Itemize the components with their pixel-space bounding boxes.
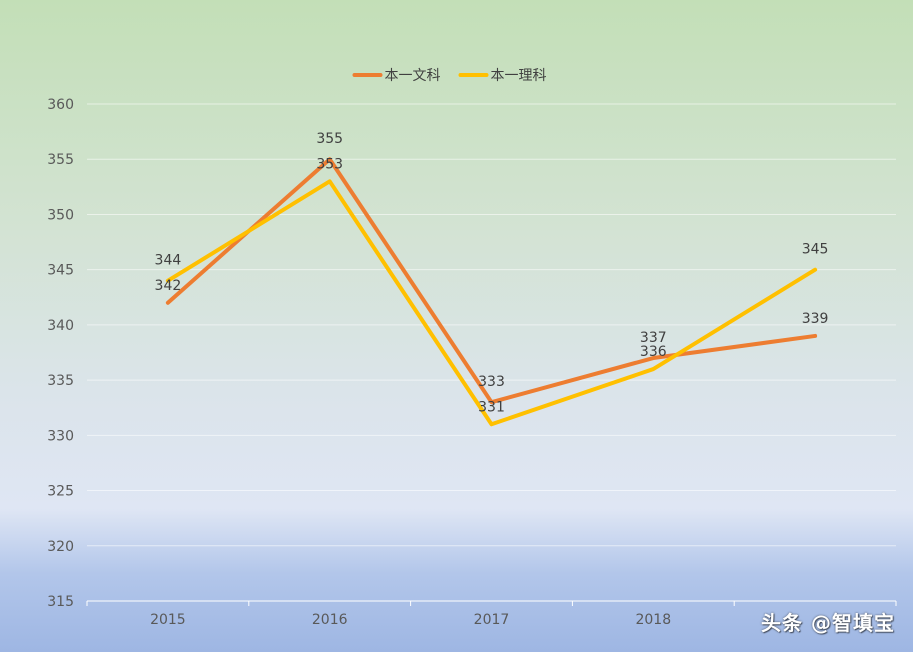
legend-label-1: 本一理科 [491,68,547,84]
y-tick-label-330: 330 [47,428,74,444]
data-label-s1-3: 336 [640,344,667,360]
data-label-s1-4: 345 [802,242,829,258]
y-tick-label-360: 360 [47,97,74,113]
data-label-s0-1: 355 [316,131,343,147]
data-label-s0-4: 339 [802,311,829,327]
y-tick-label-340: 340 [47,318,74,334]
data-label-s0-3: 337 [640,330,667,346]
y-tick-label-325: 325 [47,484,74,500]
y-tick-label-345: 345 [47,263,74,279]
y-tick-label-315: 315 [47,594,74,610]
x-tick-label-2016: 2016 [312,612,348,628]
y-tick-label-320: 320 [47,539,74,555]
legend-label-0: 本一文科 [385,68,441,84]
series-line-0 [165,157,818,405]
data-label-s1-0: 344 [155,253,182,269]
series-lines [165,157,818,427]
y-tick-label-355: 355 [47,152,74,168]
data-label-s1-1: 353 [316,156,343,172]
data-label-s0-0: 342 [155,278,182,294]
y-tick-label-335: 335 [47,373,74,389]
data-label-s1-2: 331 [478,399,505,415]
x-tick-label-2015: 2015 [150,612,186,628]
gridlines [87,103,896,547]
y-tick-label-350: 350 [47,207,74,223]
legend: 本一文科 本一理科 [352,68,547,84]
data-label-s0-2: 333 [478,374,505,390]
watermark-text: 头条 @智填宝 [761,611,895,635]
x-tick-label-2018: 2018 [635,612,671,628]
axes: 315 320 325 330 335 340 345 350 355 360 2015 2016 20… [47,97,897,628]
x-tick-label-2017: 2017 [474,612,510,628]
